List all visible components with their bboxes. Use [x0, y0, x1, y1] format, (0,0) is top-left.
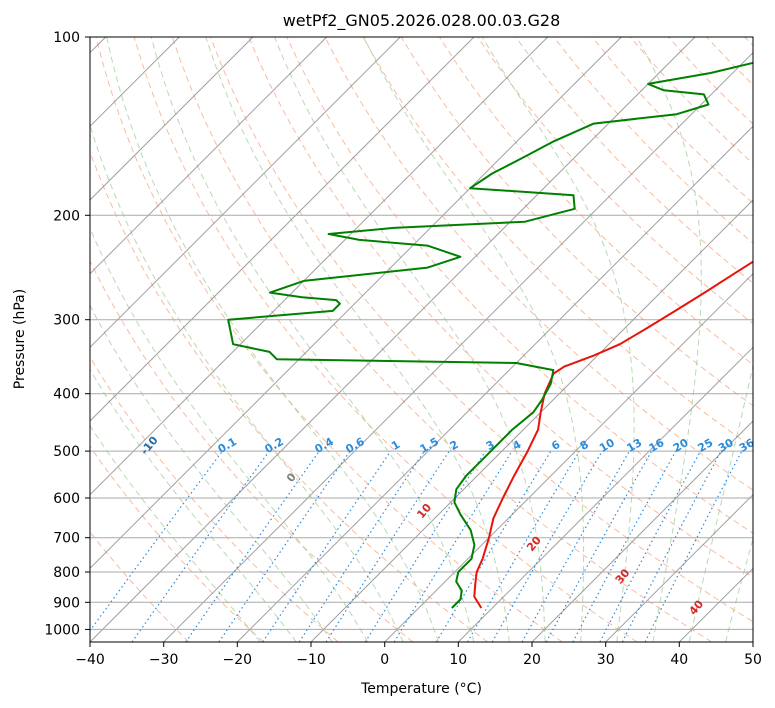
grid-layer	[90, 37, 753, 642]
x-tick-label: 50	[744, 652, 762, 668]
isotherm	[90, 37, 622, 570]
dry-adiabat	[133, 37, 638, 642]
isotherm	[605, 493, 753, 642]
x-tick-label: 30	[597, 652, 615, 668]
mixing-ratio-line	[218, 450, 351, 642]
mixing-ratio-line	[466, 450, 580, 642]
dry-adiabat	[210, 37, 753, 623]
mixing-ratio-line	[262, 450, 392, 642]
mixing-ratio-label: 36	[737, 436, 757, 455]
y-tick-label: 500	[53, 444, 80, 460]
moist-adiabat	[90, 226, 369, 642]
y-tick-label: 100	[53, 30, 80, 46]
mixing-ratio-line	[325, 450, 450, 642]
dry-adiabat	[286, 37, 753, 534]
axis-layer: −40 −30 −20 −10 0 10 20 30 40 50 100 200 300 400 500 60…	[44, 30, 762, 668]
moist-adiabat	[90, 123, 404, 642]
plot-frame	[89, 36, 754, 643]
isotherm	[384, 272, 753, 642]
moist-adiabat	[274, 37, 546, 642]
moist-adiabat	[150, 37, 475, 642]
y-tick-label: 1000	[44, 622, 80, 638]
mixing-ratio-line	[298, 450, 425, 642]
moist-adiabat	[90, 304, 333, 642]
mixing-ratio-line	[185, 450, 320, 642]
x-tick-label: −40	[75, 652, 105, 668]
moist-adiabat	[90, 424, 261, 642]
x-tick-label: −30	[149, 652, 179, 668]
moist-adiabat	[106, 37, 439, 642]
isotherm	[90, 37, 475, 422]
isotherm	[90, 37, 254, 201]
x-axis-label: Temperature (°C)	[360, 681, 482, 697]
isotherm	[90, 37, 328, 275]
isotherm	[90, 37, 696, 642]
mixing-ratio-line	[364, 450, 486, 642]
y-tick-label: 800	[53, 565, 80, 581]
mixing-ratio-line	[393, 450, 513, 642]
moist-adiabat	[725, 537, 753, 642]
isotherm	[163, 51, 753, 642]
mixing-ratio-line	[435, 450, 552, 642]
isotherm	[310, 199, 753, 642]
moist-adiabat	[636, 37, 702, 642]
y-tick-label: 300	[53, 313, 80, 329]
moist-adiabat	[481, 37, 635, 642]
dry-adiabat	[324, 37, 753, 491]
dry-adiabat	[248, 37, 753, 578]
y-axis-label: Pressure (hPa)	[12, 289, 28, 389]
isotherm	[90, 37, 401, 349]
x-tick-label: 40	[670, 652, 688, 668]
mixing-ratio-line	[599, 450, 702, 642]
y-tick-label: 600	[53, 491, 80, 507]
moist-adiabat	[688, 363, 753, 642]
isotherm	[90, 37, 549, 496]
temperature-profile	[473, 260, 753, 609]
mixing-ratio-line	[572, 450, 677, 642]
x-tick-label: 10	[449, 652, 467, 668]
dewpoint-profile	[227, 61, 753, 609]
dry-adiabat	[95, 37, 563, 642]
dry-adiabat	[90, 259, 414, 642]
x-tick-label: −20	[223, 652, 253, 668]
moist-adiabat	[90, 368, 297, 642]
x-tick-label: −10	[296, 652, 326, 668]
isotherm	[236, 125, 753, 642]
moist-adiabat	[363, 37, 585, 642]
isotherm	[457, 346, 753, 642]
y-tick-label: 700	[53, 531, 80, 547]
dry-adiabat	[90, 445, 264, 642]
y-tick-label: 400	[53, 387, 80, 403]
y-tick-label: 900	[53, 595, 80, 611]
y-tick-label: 200	[53, 208, 80, 224]
dry-adiabat	[515, 37, 753, 284]
x-tick-label: 20	[523, 652, 541, 668]
x-tick-label: 0	[380, 652, 389, 668]
isotherm	[531, 420, 753, 642]
chart-title: wetPf2_GN05.2026.028.00.03.G28	[283, 11, 561, 31]
